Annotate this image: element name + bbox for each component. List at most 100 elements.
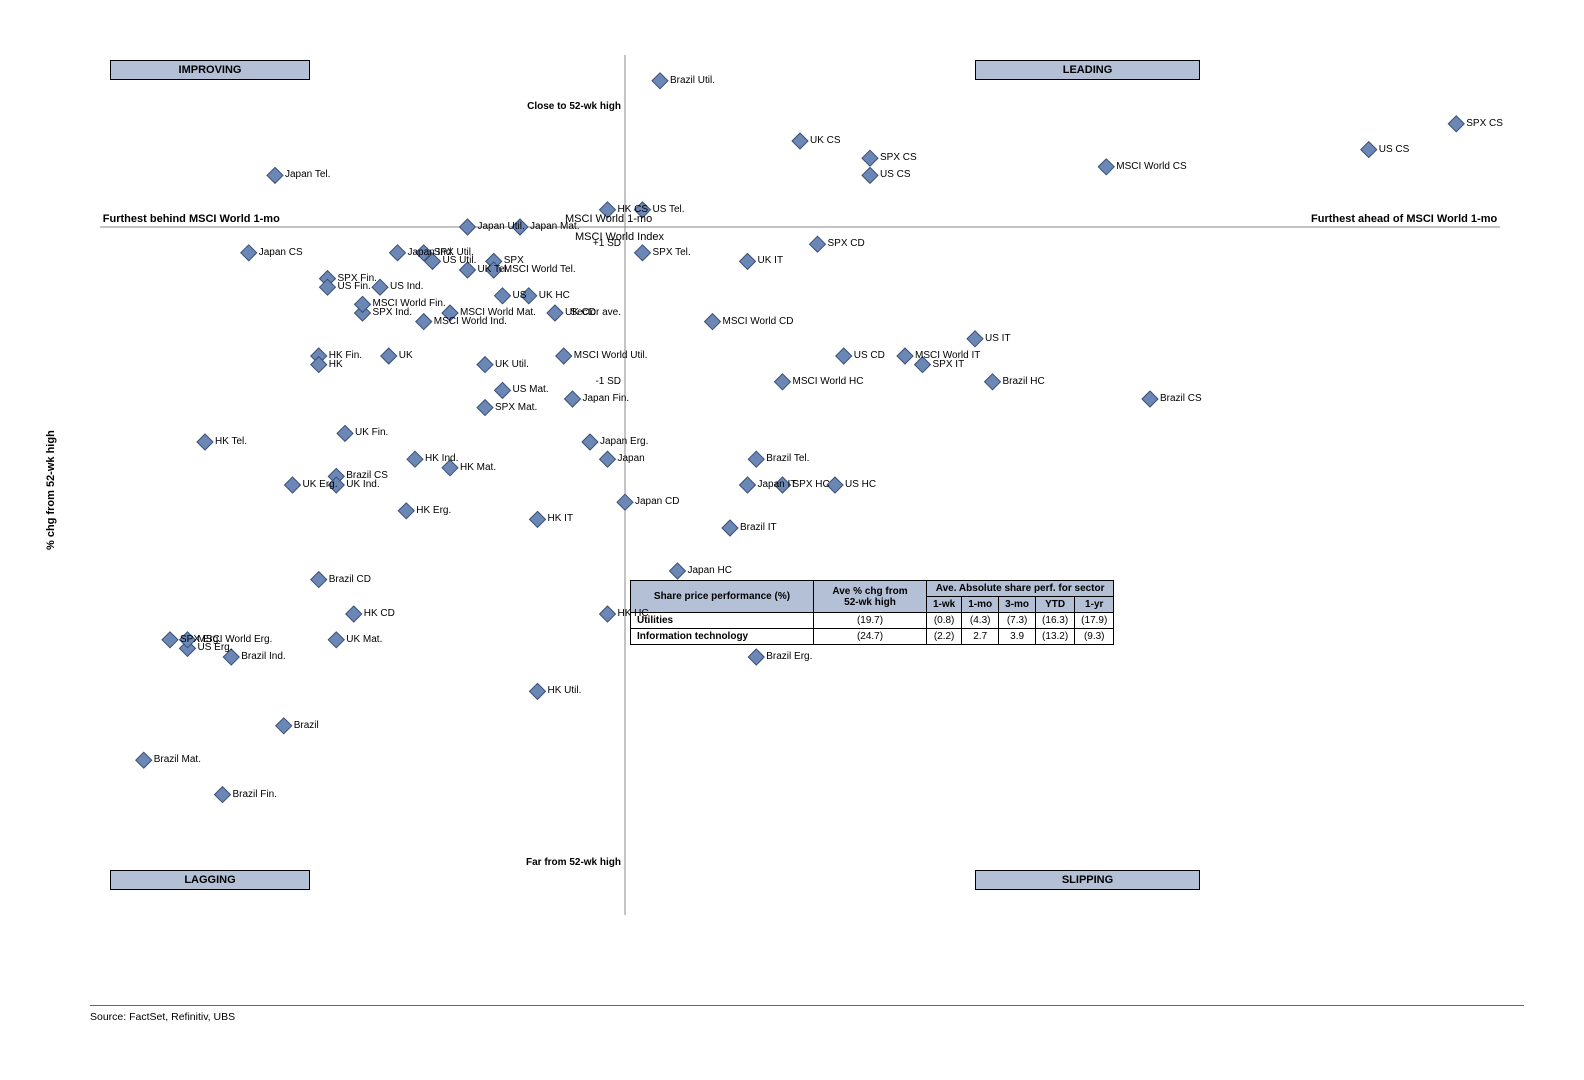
point-label: Brazil CS <box>1160 393 1202 404</box>
data-point <box>197 434 213 450</box>
point-label: HK Erg. <box>416 505 451 516</box>
point-label: Brazil HC <box>1003 376 1045 387</box>
data-point <box>705 314 721 330</box>
table-cell: (13.2) <box>1036 629 1075 645</box>
point-label: UK HC <box>539 290 570 301</box>
y-axis-tick-label: Close to 52-wk high <box>527 101 621 112</box>
data-point <box>897 348 913 364</box>
point-label: UK CS <box>810 135 841 146</box>
point-label: Japan CS <box>259 247 303 258</box>
data-point <box>862 150 878 166</box>
y-axis-tick-label: Far from 52-wk high <box>526 857 621 868</box>
data-point <box>600 451 616 467</box>
point-label: Brazil Ind. <box>241 651 285 662</box>
point-label: MSCI World CS <box>1116 161 1186 172</box>
th-1yr: 1-yr <box>1075 597 1114 613</box>
data-point <box>285 477 301 493</box>
point-label: Brazil Util. <box>670 75 715 86</box>
point-label: Brazil Mat. <box>154 754 201 765</box>
data-point <box>1361 142 1377 158</box>
th-ytd: YTD <box>1036 597 1075 613</box>
point-label: Japan Erg. <box>600 436 648 447</box>
data-point <box>495 288 511 304</box>
point-label: MSCI World HC <box>793 376 864 387</box>
th-1wk: 1-wk <box>927 597 962 613</box>
point-label: US Ind. <box>390 281 423 292</box>
point-label: UK IT <box>758 255 784 266</box>
data-point <box>547 305 563 321</box>
data-point <box>670 563 686 579</box>
quadrant-leading: LEADING <box>975 60 1200 80</box>
point-label: MSCI World Mat. <box>460 307 536 318</box>
point-label: Brazil CD <box>329 574 371 585</box>
data-point <box>617 494 633 510</box>
data-point <box>477 357 493 373</box>
table-cell: (0.8) <box>927 613 962 629</box>
data-point <box>495 382 511 398</box>
data-point <box>162 632 178 648</box>
data-point <box>1098 159 1114 175</box>
point-label: UK <box>399 350 413 361</box>
point-label: HK CD <box>364 608 395 619</box>
point-label: Japan Tel. <box>285 169 330 180</box>
data-point <box>337 425 353 441</box>
data-point <box>556 348 572 364</box>
table-cell: (24.7) <box>814 629 927 645</box>
point-label: Brazil IT <box>740 522 777 533</box>
data-point <box>722 520 738 536</box>
data-point <box>477 400 493 416</box>
point-label: US Mat. <box>513 384 549 395</box>
point-label: Brazil Tel. <box>766 453 809 464</box>
th-avg-abs: Ave. Absolute share perf. for sector <box>927 581 1114 597</box>
data-point <box>748 451 764 467</box>
data-point <box>862 167 878 183</box>
point-label: Japan <box>618 453 645 464</box>
data-point <box>775 374 791 390</box>
table-cell: Information technology <box>631 629 814 645</box>
point-label: Japan Fin. <box>583 393 630 404</box>
table-cell: (16.3) <box>1036 613 1075 629</box>
point-label: UK Util. <box>495 359 529 370</box>
point-label: Japan Util. <box>478 221 525 232</box>
th-1mo: 1-mo <box>962 597 999 613</box>
x-axis-label: Furthest behind MSCI World 1-mo <box>103 213 280 225</box>
point-label: Brazil Fin. <box>233 789 277 800</box>
point-label: UK Mat. <box>346 634 382 645</box>
point-label: HK <box>329 359 343 370</box>
data-point <box>381 348 397 364</box>
point-label: HK Tel. <box>215 436 247 447</box>
th-3mo: 3-mo <box>999 597 1036 613</box>
data-point <box>311 572 327 588</box>
point-label: SPX Tel. <box>653 247 691 258</box>
point-label: US CS <box>1379 144 1410 155</box>
table-cell: (7.3) <box>999 613 1036 629</box>
data-point <box>582 434 598 450</box>
y-axis-title: % chg from 52-wk high <box>45 430 57 550</box>
data-point <box>792 133 808 149</box>
quadrant-lagging: LAGGING <box>110 870 310 890</box>
point-label: US HC <box>845 479 876 490</box>
table-cell: (19.7) <box>814 613 927 629</box>
point-label: UK Ind. <box>346 479 379 490</box>
data-point <box>565 391 581 407</box>
y-axis-tick-label: Sector ave. <box>570 307 621 318</box>
data-point <box>836 348 852 364</box>
data-point <box>748 649 764 665</box>
data-point <box>241 245 257 261</box>
x-axis-label: MSCI World 1-mo <box>565 213 652 225</box>
point-label: HK Util. <box>548 685 582 696</box>
data-point <box>215 787 231 803</box>
table-cell: (2.2) <box>927 629 962 645</box>
performance-table: Share price performance (%) Ave % chg fr… <box>630 580 1114 645</box>
data-point <box>460 219 476 235</box>
th-avg-chg: Ave % chg from52-wk high <box>814 581 927 613</box>
th-share-price: Share price performance (%) <box>631 581 814 613</box>
point-label: SPX CD <box>828 238 865 249</box>
point-label: SPX CS <box>1466 118 1503 129</box>
data-point <box>810 236 826 252</box>
quadrant-slipping: SLIPPING <box>975 870 1200 890</box>
data-point <box>967 331 983 347</box>
point-label: US CD <box>854 350 885 361</box>
data-point <box>407 451 423 467</box>
table-cell: (17.9) <box>1075 613 1114 629</box>
